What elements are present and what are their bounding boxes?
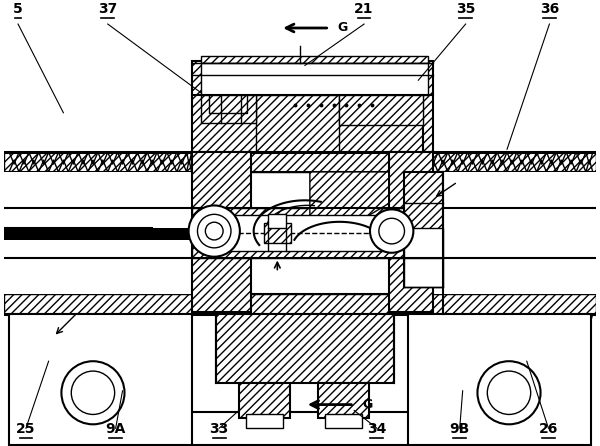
Text: 9A: 9A (106, 422, 126, 436)
Polygon shape (4, 228, 191, 240)
Polygon shape (404, 258, 443, 287)
Text: 34: 34 (367, 422, 386, 436)
Polygon shape (246, 414, 283, 428)
Text: 25: 25 (16, 422, 35, 436)
Text: 37: 37 (98, 2, 118, 16)
Polygon shape (239, 383, 290, 418)
Circle shape (487, 371, 530, 414)
Polygon shape (209, 95, 247, 113)
Polygon shape (202, 56, 428, 63)
Polygon shape (310, 172, 389, 233)
Circle shape (71, 371, 115, 414)
Polygon shape (268, 215, 286, 228)
Circle shape (61, 361, 125, 424)
Circle shape (188, 206, 240, 257)
Text: 36: 36 (540, 2, 559, 16)
Text: 21: 21 (355, 2, 374, 16)
Text: 9B: 9B (449, 422, 470, 436)
Polygon shape (404, 228, 443, 258)
Circle shape (197, 215, 231, 248)
Polygon shape (9, 314, 191, 445)
Polygon shape (263, 223, 291, 243)
Polygon shape (4, 172, 191, 294)
Polygon shape (216, 215, 384, 251)
Polygon shape (325, 414, 362, 428)
Polygon shape (191, 208, 404, 258)
Polygon shape (340, 95, 423, 124)
Circle shape (478, 361, 541, 424)
Polygon shape (202, 63, 428, 95)
Text: 26: 26 (539, 422, 558, 436)
Polygon shape (202, 95, 256, 123)
Text: 35: 35 (456, 2, 475, 16)
Polygon shape (4, 294, 596, 314)
Circle shape (205, 222, 223, 240)
Text: G: G (362, 398, 373, 411)
Text: 5: 5 (13, 2, 23, 16)
Polygon shape (191, 152, 251, 312)
Polygon shape (157, 413, 453, 445)
Polygon shape (191, 61, 433, 152)
Polygon shape (409, 314, 591, 445)
Polygon shape (389, 152, 433, 312)
Polygon shape (404, 172, 596, 294)
Polygon shape (4, 152, 596, 172)
Text: G: G (337, 21, 348, 34)
Polygon shape (318, 383, 369, 418)
Circle shape (379, 218, 404, 244)
Polygon shape (404, 172, 443, 287)
Polygon shape (216, 314, 394, 383)
Circle shape (370, 209, 413, 253)
Text: 33: 33 (209, 422, 229, 436)
